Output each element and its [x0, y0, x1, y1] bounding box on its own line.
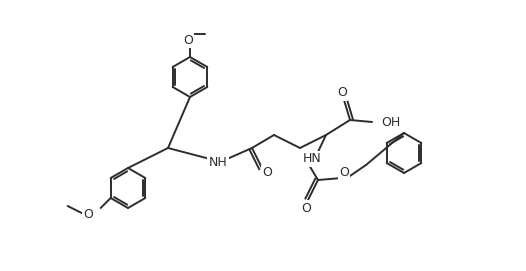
Text: O: O — [183, 34, 193, 47]
Text: OH: OH — [381, 115, 400, 128]
Text: O: O — [262, 166, 272, 179]
Text: O: O — [301, 202, 311, 215]
Text: O: O — [339, 166, 349, 179]
Text: O: O — [84, 208, 94, 221]
Text: NH: NH — [209, 156, 227, 169]
Text: HN: HN — [302, 153, 321, 166]
Text: O: O — [337, 86, 347, 99]
